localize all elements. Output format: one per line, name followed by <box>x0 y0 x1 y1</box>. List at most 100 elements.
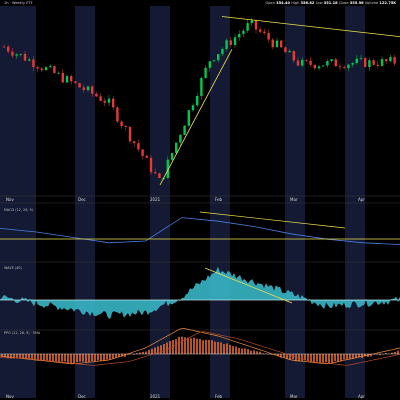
histogram-bar <box>349 354 351 359</box>
histogram-bar <box>217 341 219 354</box>
histogram-bar <box>202 340 204 354</box>
session-band <box>150 6 170 398</box>
candle <box>112 96 115 110</box>
candle-body <box>78 83 81 88</box>
histogram-bar <box>142 351 144 354</box>
candle-body <box>158 173 161 179</box>
open-value: 354.40 <box>276 1 290 5</box>
histogram-bar <box>73 354 75 364</box>
histogram-bar <box>49 354 51 362</box>
candle-body <box>250 20 253 24</box>
candle <box>212 59 216 62</box>
candle-body <box>259 29 262 32</box>
candle <box>145 154 148 158</box>
histogram-bar <box>196 338 198 354</box>
histogram-bar <box>163 343 165 354</box>
candle-body <box>326 61 329 66</box>
candle-body <box>296 60 300 66</box>
histogram-bar <box>82 354 84 362</box>
histogram-bar <box>37 354 39 361</box>
histogram-bar <box>211 340 213 354</box>
candle-body <box>372 60 375 65</box>
candle-body <box>389 57 392 62</box>
candle <box>338 63 342 71</box>
candle <box>2 44 6 48</box>
candle-body <box>246 23 249 31</box>
histogram-bar <box>316 354 318 362</box>
oscillator-panel-label: WAVE (40) <box>4 266 22 270</box>
candle-body <box>28 59 31 61</box>
candle <box>154 168 157 175</box>
candle <box>166 156 169 179</box>
candle <box>49 64 52 69</box>
histogram-bar <box>325 354 327 363</box>
histogram-bar <box>25 354 27 359</box>
candle <box>99 93 102 102</box>
histogram-bar <box>40 354 42 361</box>
histogram-bar <box>235 346 237 354</box>
histogram-bar <box>250 350 252 354</box>
candle-body <box>254 20 258 30</box>
candle <box>128 125 132 144</box>
histogram-bar <box>79 354 81 362</box>
histogram-bar <box>52 354 54 362</box>
histogram-bar <box>22 354 24 359</box>
candle-body <box>116 107 119 122</box>
histogram-bar <box>286 354 288 359</box>
histogram-bar <box>172 339 174 354</box>
histogram-bar <box>181 336 183 354</box>
candle-body <box>351 63 354 65</box>
axis-tick-label: Apr <box>358 197 365 202</box>
histogram-bar <box>337 354 339 362</box>
candle-body <box>221 48 224 55</box>
histogram-bar <box>85 354 87 363</box>
candle-body <box>313 64 316 69</box>
histogram-bar <box>31 354 33 359</box>
histogram-bar <box>391 352 393 354</box>
panel-separators <box>0 195 400 331</box>
candle <box>53 64 56 74</box>
histogram-bar <box>160 345 162 354</box>
histogram-bar <box>34 354 36 361</box>
candle <box>40 66 43 73</box>
candle <box>280 39 283 49</box>
candle <box>385 58 388 65</box>
histogram-bar <box>67 354 69 364</box>
close-value: 355.56 <box>349 1 364 5</box>
candle <box>296 57 300 67</box>
histogram-bar <box>148 349 150 354</box>
histogram-bar <box>247 349 249 354</box>
candle-body <box>263 31 266 33</box>
candle-body <box>175 142 178 153</box>
histogram-bar <box>199 338 201 354</box>
histogram-bar <box>277 354 279 357</box>
histogram-bar <box>145 351 147 354</box>
candle-body <box>145 155 148 158</box>
candle <box>74 80 77 84</box>
histogram-bar <box>241 348 243 354</box>
histogram-bar <box>91 354 93 362</box>
histogram-bar <box>253 350 255 354</box>
candle-body <box>61 72 64 83</box>
histogram-bar <box>367 354 369 357</box>
candle-body <box>179 135 182 143</box>
histogram-bar <box>334 354 336 362</box>
histogram-bar <box>16 354 18 359</box>
histogram-bar <box>343 354 345 360</box>
candle-body <box>141 149 144 156</box>
histogram-bar <box>13 354 15 359</box>
histogram-bar <box>310 354 312 363</box>
candle-body <box>65 76 69 83</box>
candle <box>200 76 203 100</box>
histogram-bar <box>379 354 381 356</box>
candle <box>124 124 127 131</box>
candle-body <box>86 86 90 91</box>
candle <box>351 62 354 68</box>
candle <box>191 103 195 112</box>
histogram-bar <box>88 354 90 362</box>
candle-body <box>120 121 123 127</box>
histogram-bar <box>109 354 111 360</box>
candle-body <box>322 65 325 67</box>
candle-body <box>242 30 245 35</box>
